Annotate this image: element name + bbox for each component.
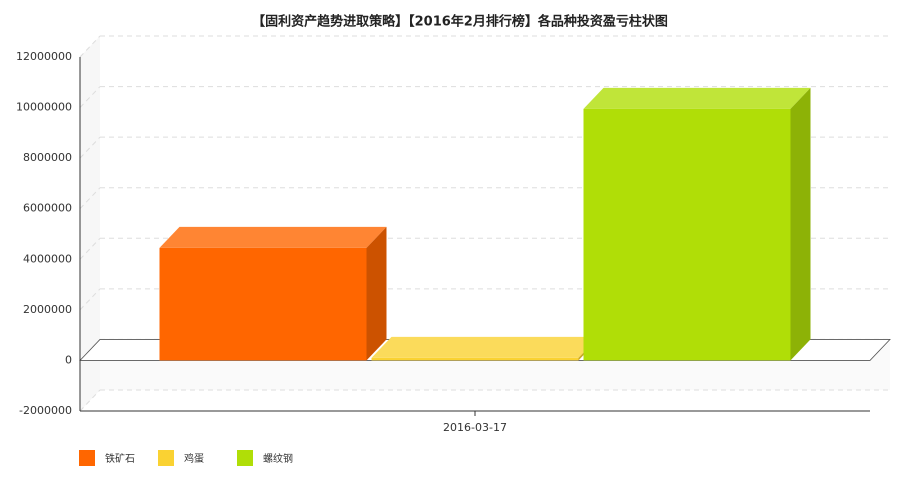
grid-line-side [79,288,101,311]
bar-top [159,226,387,248]
bar-top [371,336,599,358]
grid-line-side [79,136,101,159]
y-tick-label: 8000000 [23,151,72,164]
chart-title: 【固利资产趋势进取策略】【2016年2月排行榜】各品种投资盈亏柱状图 [252,14,668,30]
y-tick-label: 4000000 [23,252,72,265]
legend-swatch [158,450,174,466]
bar-front [371,357,579,361]
grid-line-side [79,86,101,108]
bar-side [790,87,811,361]
grid-line-side [79,237,101,260]
legend-label: 螺纹钢 [263,452,293,465]
y-tick-label: -2000000 [19,404,72,417]
y-tick-label: 2000000 [23,303,72,316]
bar-side [366,226,387,361]
plot-wall [80,36,100,411]
legend-swatch [79,450,95,466]
bar-front [583,108,791,361]
grid-line-side [79,35,101,58]
y-tick-label: 6000000 [23,202,72,215]
x-tick-label: 2016-03-17 [443,421,507,434]
bar-front [159,247,367,361]
legend-label: 铁矿石 [105,452,135,465]
y-tick-label: 12000000 [16,50,72,63]
bar-top [583,87,811,109]
legend-swatch [237,450,253,466]
grid-line-side [79,187,101,210]
grid-line-side [79,389,101,412]
y-tick-label: 0 [65,353,72,366]
y-tick-label: 10000000 [16,101,72,114]
legend-label: 鸡蛋 [184,452,204,465]
